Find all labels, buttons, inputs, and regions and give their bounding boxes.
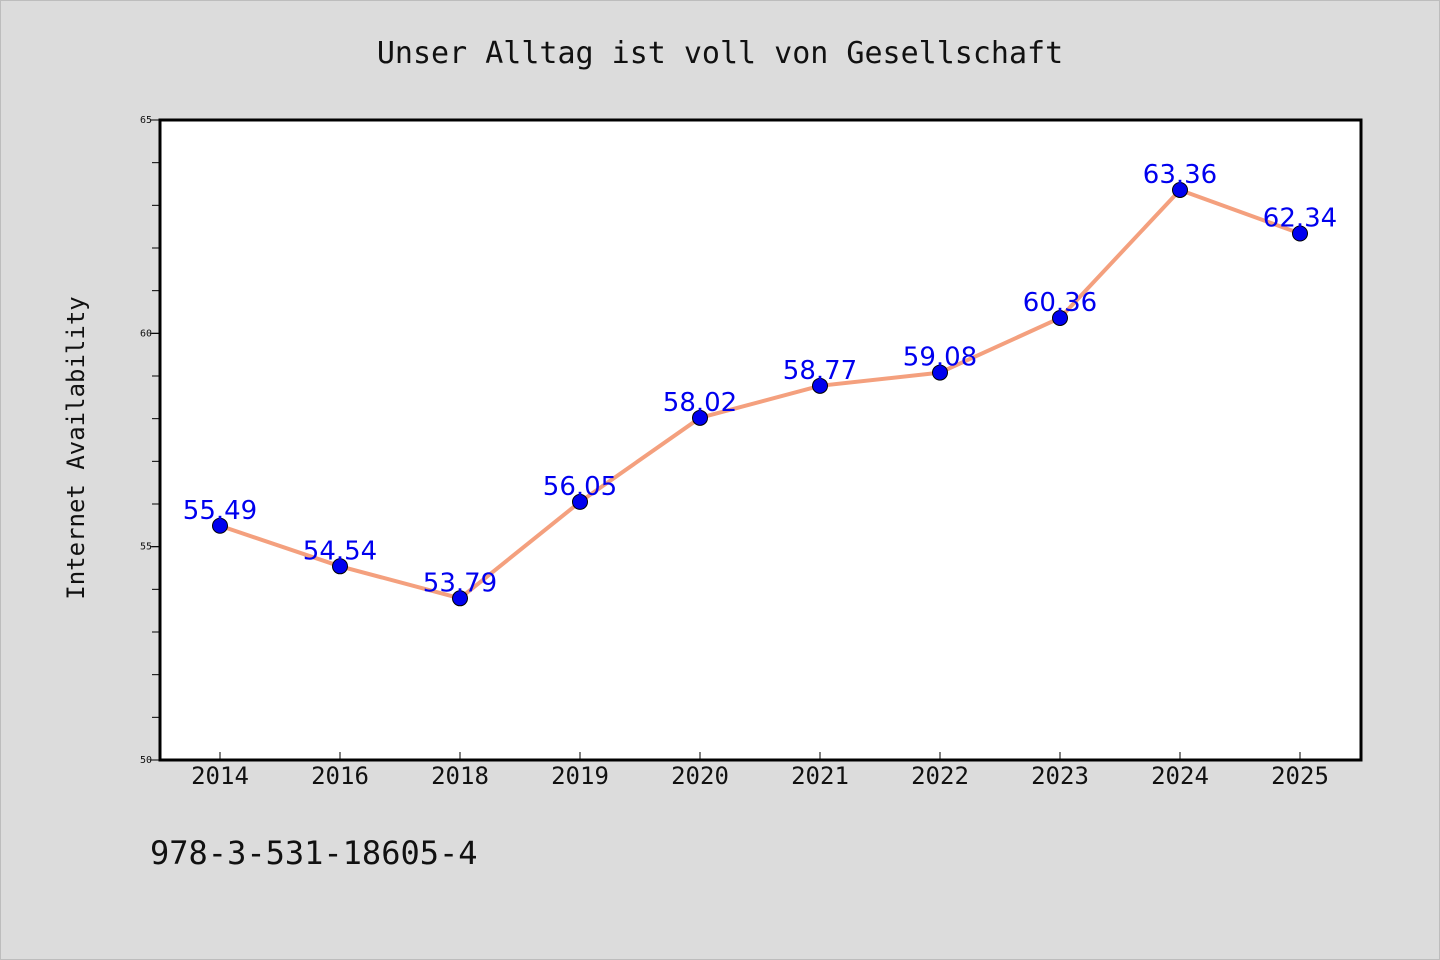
x-tick-label: 2014	[191, 762, 249, 790]
series-line-group: 55.49 54.54 53.79 56.05 58.02 58.77 59.08 60.36…	[183, 160, 1337, 607]
x-tick-label: 2023	[1031, 762, 1089, 790]
x-tick-label: 2018	[431, 762, 489, 790]
series-line	[219, 187, 1301, 601]
x-axis-ticks: 2014 2016 2018 2019 2020 2021 2022 2023 2024 2025	[191, 752, 1329, 790]
y-axis-ticks: 50 55 60 65	[140, 115, 160, 766]
x-tick-label: 2022	[911, 762, 969, 790]
data-point	[452, 590, 468, 607]
data-point	[572, 493, 588, 510]
data-point	[212, 517, 228, 534]
data-point	[332, 558, 348, 575]
x-tick-label: 2019	[551, 762, 609, 790]
y-tick-label: 55	[140, 542, 152, 553]
data-label: 56.05	[543, 472, 617, 502]
x-tick-label: 2025	[1271, 762, 1329, 790]
data-label: 59.08	[903, 343, 977, 373]
data-point	[932, 364, 948, 381]
plot-area	[158, 118, 1363, 762]
footnote-isbn: 978-3-531-18605-4	[150, 834, 478, 872]
y-tick-label: 50	[140, 755, 152, 766]
data-point	[812, 377, 828, 394]
y-axis-label: Internet Availability	[62, 296, 90, 599]
x-tick-label: 2020	[671, 762, 729, 790]
data-label: 63.36	[1143, 160, 1217, 190]
data-label: 58.02	[663, 388, 737, 418]
chart-title: Unser Alltag ist voll von Gesellschaft	[377, 36, 1063, 71]
data-label: 58.77	[783, 356, 857, 386]
data-point	[1172, 181, 1188, 198]
data-label: 55.49	[183, 496, 257, 526]
data-label: 60.36	[1023, 288, 1097, 318]
x-tick-label: 2024	[1151, 762, 1209, 790]
data-point	[692, 409, 708, 426]
y-tick-label: 65	[140, 115, 152, 126]
data-point	[1292, 225, 1308, 242]
data-label: 62.34	[1263, 203, 1337, 233]
data-point	[1052, 309, 1068, 326]
x-tick-label: 2021	[791, 762, 849, 790]
data-label: 53.79	[423, 568, 497, 598]
y-tick-label: 60	[140, 328, 152, 339]
x-tick-label: 2016	[311, 762, 369, 790]
data-label: 54.54	[303, 536, 377, 566]
